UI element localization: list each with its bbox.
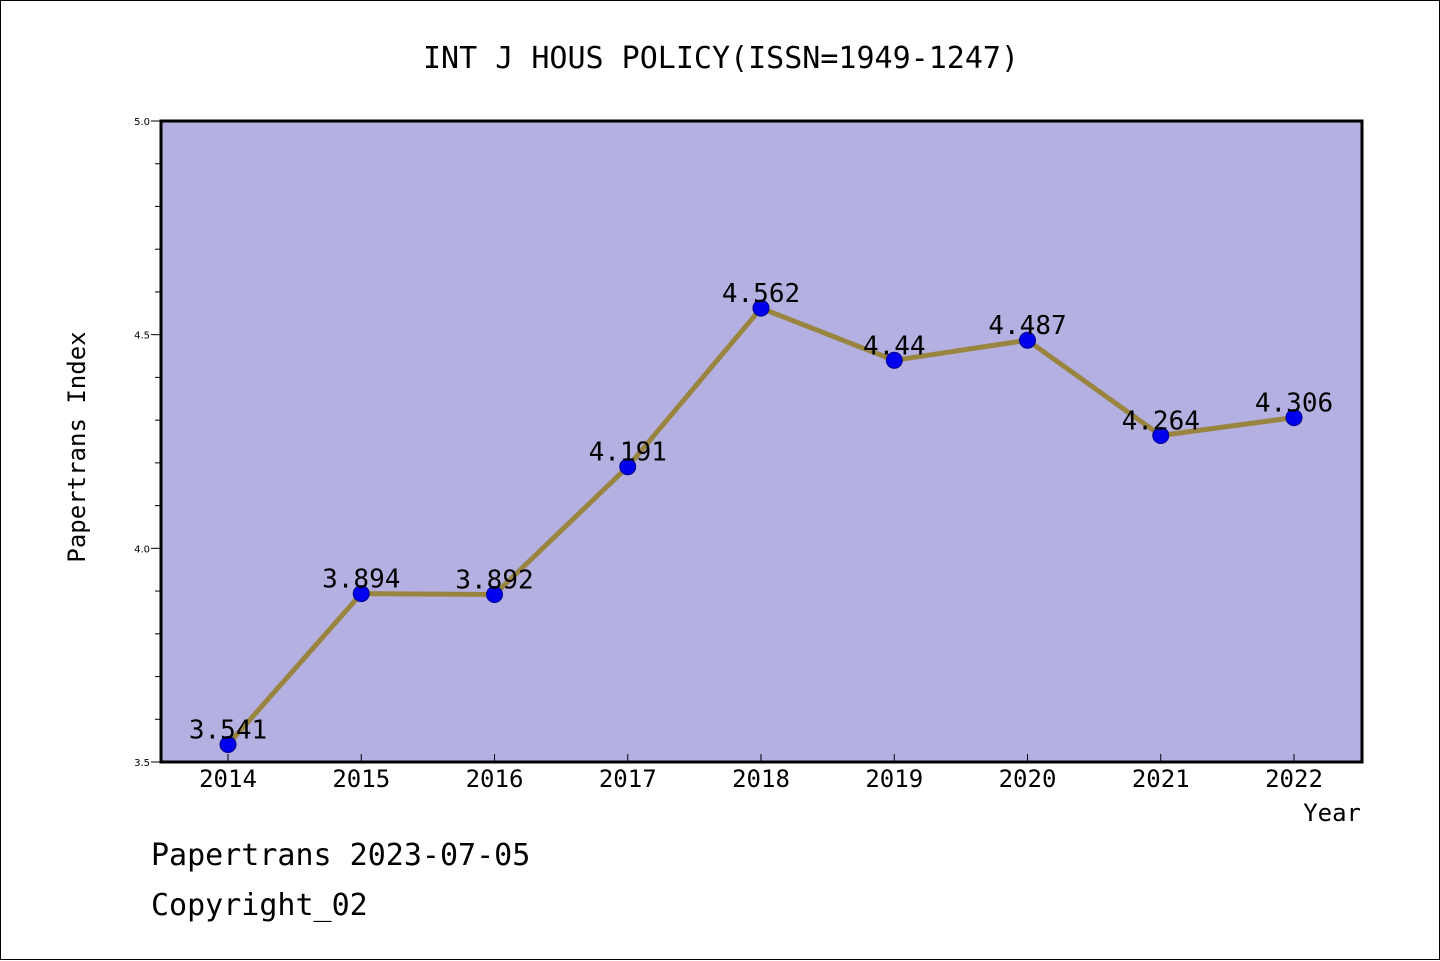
data-label: 4.191 [589,438,667,468]
data-label: 3.541 [189,715,267,745]
y-tick-label: 5.0 [134,117,150,128]
data-point [1019,331,1036,349]
x-tick-label: 2019 [865,765,923,793]
x-tick-label: 2016 [466,765,524,793]
data-label: 4.306 [1255,389,1333,419]
data-label: 4.264 [1122,407,1200,437]
plot-area [161,121,1362,762]
data-label: 4.487 [988,311,1066,341]
y-tick-label: 4.5 [134,331,150,342]
data-point [752,299,770,317]
y-tick-label: 3.5 [134,758,150,769]
data-point [885,351,903,369]
x-axis: 2014 2015 2016 2017 2018 2019 2020 2021 2022 [199,754,1323,793]
data-point [619,458,637,476]
x-tick-label: 2022 [1265,765,1323,793]
data-label: 3.892 [455,565,533,595]
x-tick-label: 2021 [1132,765,1190,793]
x-axis-label: Year [1303,799,1361,827]
y-tick-label: 4.0 [134,544,150,555]
data-label: 4.44 [863,331,926,361]
plot-frame [159,119,1364,764]
x-tick-label: 2015 [332,765,390,793]
x-tick-label: 2017 [599,765,657,793]
data-point [486,585,503,603]
y-axis: 3.5 4.0 4.5 5.0 [134,117,161,769]
x-tick-label: 2020 [999,765,1057,793]
series-layer: 3.541 3.894 3.892 4.191 4.562 4.44 4.487 4.264 4… [189,279,1333,753]
data-label: 3.894 [322,565,400,595]
footer-copyright-line: Copyright_02 [151,888,368,923]
x-tick-label: 2014 [199,765,257,793]
x-tick-label: 2018 [732,765,790,793]
data-point [219,735,237,753]
data-point [1152,427,1170,445]
data-point [352,585,370,603]
chart-title: INT J HOUS POLICY(ISSN=1949-1247) [423,41,1019,76]
data-point [1285,409,1303,427]
data-label: 4.562 [722,279,800,309]
footer-date-line: Papertrans 2023-07-05 [151,838,530,873]
y-axis-label: Papertrans Index [63,331,91,562]
